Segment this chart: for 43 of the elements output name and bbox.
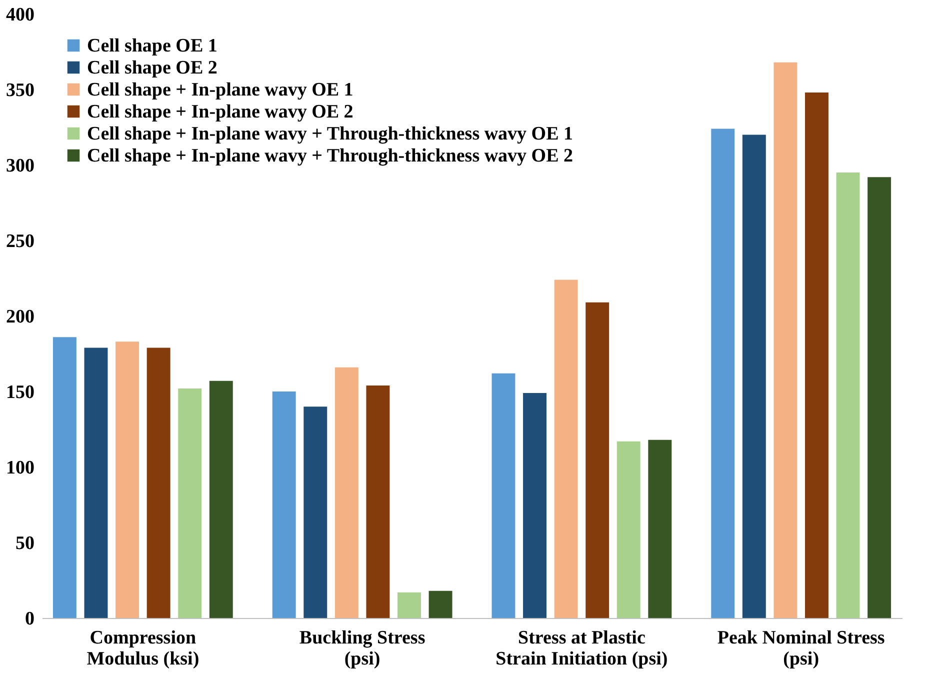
y-tick-label: 250: [6, 231, 34, 252]
bar: [146, 348, 170, 618]
legend-label: Cell shape OE 1: [87, 36, 218, 56]
bar: [304, 406, 328, 618]
bar: [334, 367, 358, 618]
bar: [774, 62, 798, 618]
bar: [52, 337, 76, 618]
y-tick-label: 50: [16, 533, 34, 554]
bar: [586, 302, 610, 618]
legend-label: Cell shape + In-plane wavy + Through-thickness wavy OE 1: [87, 124, 574, 144]
bar: [84, 348, 108, 618]
legend-label: Cell shape + In-plane wavy + Through-thickness wavy OE 2: [87, 146, 574, 166]
bar: [398, 592, 421, 618]
y-tick-label: 100: [6, 458, 34, 478]
bar: [178, 388, 202, 618]
legend-label: Cell shape + In-plane wavy OE 2: [87, 102, 354, 122]
bar: [209, 380, 233, 618]
bar: [804, 92, 828, 618]
y-tick-label: 150: [6, 382, 34, 403]
y-tick-label: 300: [6, 156, 34, 176]
bar: [492, 373, 516, 618]
y-tick-label: 350: [6, 80, 34, 101]
bar: [116, 342, 140, 618]
y-tick-label: 200: [6, 306, 34, 328]
bar: [742, 134, 766, 618]
bar: [711, 128, 735, 618]
x-tick-label: Buckling Stress (psi): [299, 628, 426, 670]
bar: [648, 440, 672, 618]
bar: [836, 172, 860, 618]
bar: [272, 392, 296, 618]
bar: [428, 590, 452, 618]
legend-label: Cell shape OE 2: [87, 58, 218, 78]
bar: [616, 441, 640, 618]
bar: [523, 393, 546, 618]
x-tick-label: Compression Modulus (ksi): [86, 628, 200, 670]
x-tick-label: Peak Nominal Stress (psi): [717, 628, 885, 670]
y-tick-label: 400: [6, 4, 34, 26]
bar: [366, 385, 390, 618]
legend-label: Cell shape + In-plane wavy OE 1: [87, 80, 354, 100]
bar: [554, 280, 578, 618]
bar: [868, 177, 892, 618]
x-tick-label: Stress at Plastic Strain Initiation (psi): [496, 628, 668, 670]
y-tick-label: 0: [25, 608, 34, 630]
